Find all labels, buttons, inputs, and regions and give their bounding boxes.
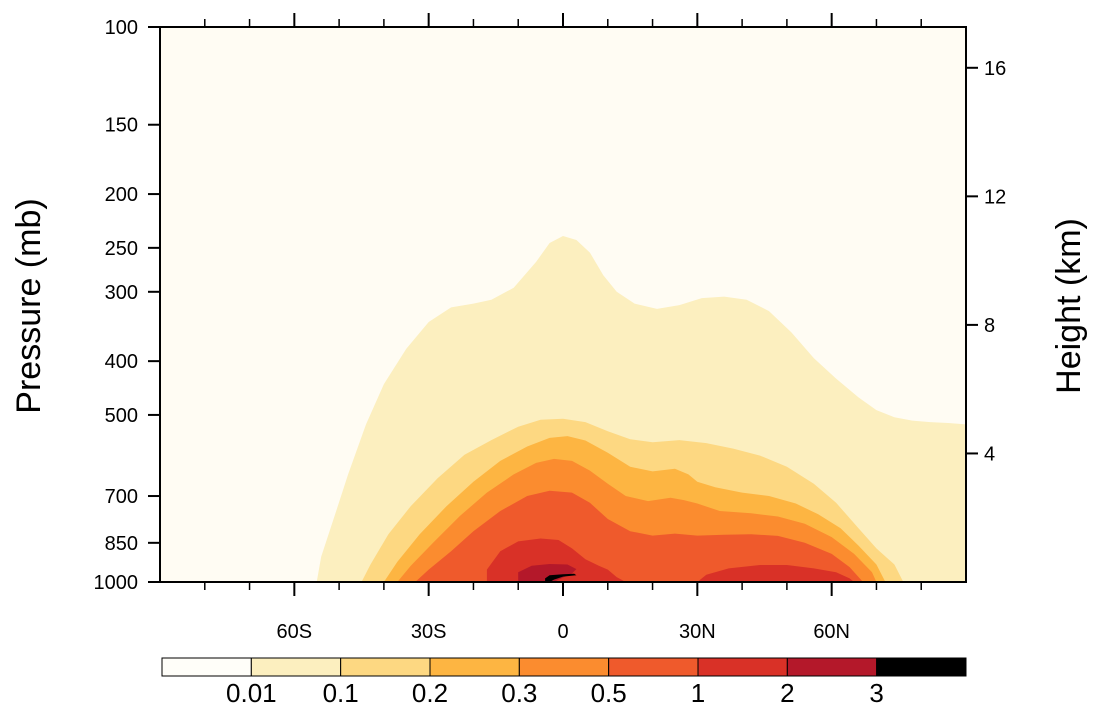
contour-region-7 [518, 564, 577, 582]
colorbar-box [340, 657, 431, 677]
contour-fills [316, 236, 966, 582]
pressure-axis-label: Pressure (mb) [10, 198, 48, 413]
colorbar-box [608, 657, 699, 677]
pressure-tick-label: 250 [105, 238, 138, 260]
colorbar: 0.01 0.1 0.2 0.3 0.5 1 2 3 [161, 657, 967, 708]
pressure-tick-label: 500 [105, 405, 138, 427]
colorbar-label: 0.1 [323, 678, 359, 708]
pressure-tick-label: 100 [105, 17, 138, 39]
pressure-tick-label: 300 [105, 282, 138, 304]
pressure-tick-label: 850 [105, 533, 138, 555]
colorbar-box [429, 657, 520, 677]
height-tick-label: 8 [984, 315, 995, 337]
latitude-tick-label: 60N [813, 621, 850, 643]
height-tick-label: 12 [984, 186, 1006, 208]
colorbar-box [876, 657, 967, 677]
latitude-tick-label: 30S [411, 621, 447, 643]
height-axis-label: Height (km) [1050, 218, 1088, 394]
colorbar-label: 2 [780, 678, 794, 708]
colorbar-label: 0.01 [226, 678, 277, 708]
colorbar-label: 1 [691, 678, 705, 708]
colorbar-box [250, 657, 342, 677]
colorbar-label: 3 [869, 678, 883, 708]
height-axis: 4 8 12 16 [966, 58, 1006, 465]
colorbar-label: 0.2 [412, 678, 448, 708]
colorbar-label: 0.5 [591, 678, 627, 708]
pressure-tick-label: 700 [105, 486, 138, 508]
pressure-axis: 100 150 200 250 300 400 500 700 850 1000 [94, 17, 160, 594]
latitude-tick-label: 30N [679, 621, 716, 643]
pressure-tick-label: 200 [105, 184, 138, 206]
height-tick-label: 4 [984, 443, 995, 465]
latitude-axis: 60S 30S 0 30N 60N [204, 13, 922, 643]
latitude-tick-label: 60S [277, 621, 313, 643]
colorbar-box [518, 657, 610, 677]
colorbar-box [786, 657, 878, 677]
contour-region-8 [545, 573, 577, 582]
colorbar-label: 0.3 [501, 678, 537, 708]
colorbar-box [697, 657, 788, 677]
pressure-tick-label: 150 [105, 115, 138, 137]
colorbar-box [161, 657, 252, 677]
pressure-tick-label: 400 [105, 351, 138, 373]
latitude-tick-label: 0 [557, 621, 568, 643]
height-tick-label: 16 [984, 58, 1006, 80]
contour-region-6 [697, 565, 855, 582]
pressure-tick-label: 1000 [94, 572, 139, 594]
